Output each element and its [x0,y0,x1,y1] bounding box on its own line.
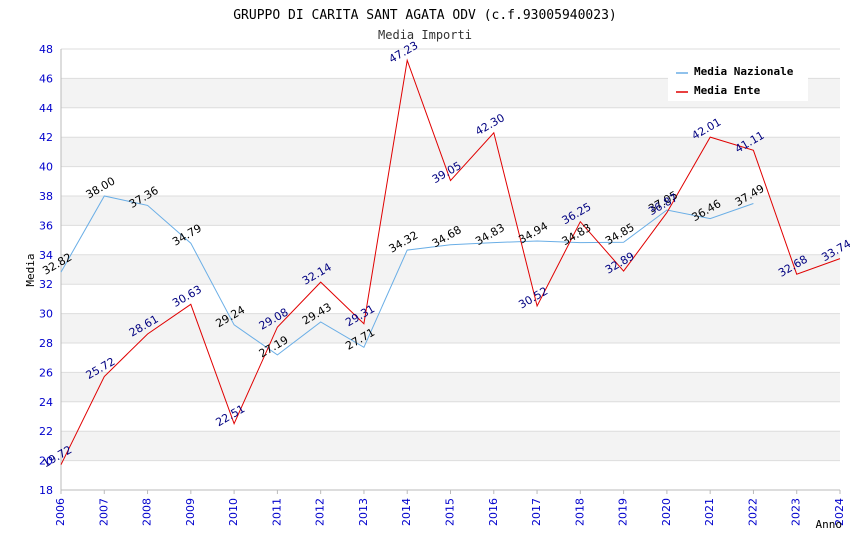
data-label: 47.23 [387,39,421,66]
legend-label-nazionale: Media Nazionale [694,65,794,78]
x-tick-label: 2020 [660,498,673,526]
x-tick-label: 2010 [227,498,240,526]
chart-subtitle: Media Importi [378,28,472,42]
y-axis-label: Media [24,253,37,286]
data-label: 34.68 [430,223,464,250]
data-label: 42.30 [473,111,507,138]
y-tick-label: 38 [39,190,53,203]
grid-band [61,431,840,461]
y-tick-label: 18 [39,484,53,497]
x-tick-label: 2018 [573,498,586,526]
grid-band [61,372,840,402]
legend-label-ente: Media Ente [694,84,761,97]
y-tick-label: 30 [39,308,53,321]
x-tick-label: 2022 [746,498,759,526]
data-label: 30.52 [516,284,550,311]
x-tick-label: 2007 [97,498,110,526]
x-tick-label: 2021 [703,498,716,526]
y-tick-label: 32 [39,278,53,291]
series-line-1 [60,58,841,465]
data-label: 19.72 [40,443,74,470]
chart-title: GRUPPO DI CARITA SANT AGATA ODV (c.f.930… [233,8,617,23]
x-tick-label: 2017 [530,498,543,526]
data-label: 34.32 [387,229,421,256]
x-tick-label: 2014 [400,498,413,526]
x-tick-label: 2012 [314,498,327,526]
y-tick-label: 34 [39,249,53,262]
series-lines [60,58,841,465]
data-label: 30.63 [170,283,204,310]
x-axis-label: Anno [816,518,843,531]
y-tick-label: 48 [39,43,53,56]
series-line-0 [60,195,754,356]
grid-band [61,254,840,285]
x-tick-label: 2023 [790,498,803,526]
x-tick-label: 2008 [141,498,154,526]
grid [61,48,840,491]
data-label: 22.51 [213,402,247,429]
x-tick-label: 2006 [54,498,67,526]
y-tick-label: 28 [39,337,53,350]
x-tick-label: 2024 [833,498,846,526]
grid-band [61,196,840,226]
x-tick-label: 2009 [184,498,197,526]
x-tick-label: 2013 [357,498,370,526]
y-tick-label: 46 [39,72,53,85]
y-tick-label: 24 [39,396,53,409]
grid-band [61,137,840,167]
y-tick-label: 26 [39,366,53,379]
x-tick-label: 2019 [617,498,630,526]
y-tick-label: 42 [39,131,53,144]
x-tick-label: 2011 [270,498,283,526]
y-tick-label: 44 [39,102,53,115]
y-tick-label: 36 [39,219,53,232]
grid-band [61,313,840,343]
x-tick-label: 2016 [487,498,500,526]
y-tick-label: 22 [39,425,53,438]
x-tick-label: 2015 [444,498,457,526]
y-tick-label: 20 [39,455,53,468]
y-tick-label: 40 [39,161,53,174]
legend: Media Nazionale Media Ente [668,60,808,101]
